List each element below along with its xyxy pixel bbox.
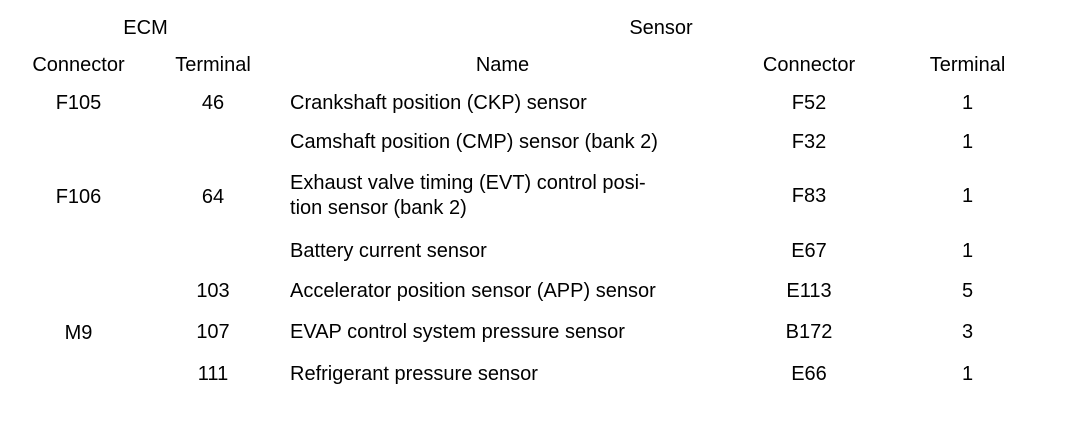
sensor-connector-cell: F32 [791, 130, 827, 153]
ecm-terminal-cell: 64 [201, 185, 225, 208]
table-row: F105 46 Crankshaft position (CKP) sensor… [11, 84, 1042, 123]
sensor-terminal-cell: 1 [961, 363, 974, 385]
sensor-group-header: Sensor [629, 16, 693, 39]
ecm-connector-cell: F106 [55, 185, 102, 208]
sensor-connector-cell: E66 [791, 363, 827, 385]
ecm-terminal-cell: 103 [196, 279, 230, 302]
col-header-ecm-connector: Connector [32, 53, 125, 76]
sensor-name-cell: Accelerator position sensor (APP) sensor [290, 279, 656, 302]
table-row: F106 64 Camshaft position (CMP) sensor (… [11, 123, 1042, 208]
sensor-terminal-cell: 3 [961, 320, 974, 343]
sensor-connector-cell: F52 [791, 92, 827, 114]
sensor-name-cell: EVAP control system pressure sensor [290, 320, 625, 343]
sensor-terminal-cell: 1 [961, 130, 974, 153]
column-header-row: Connector Terminal Name Connector Termin… [11, 46, 1042, 84]
col-header-ecm-terminal: Terminal [175, 53, 251, 76]
group-header-row: ECM Sensor [11, 10, 1042, 46]
col-header-name: Name [475, 53, 530, 76]
ecm-terminal-cell: 107 [196, 320, 230, 343]
sensor-terminal-cell: 5 [961, 279, 974, 302]
sensor-terminal-cell: 1 [961, 92, 974, 114]
sensor-name-cell: Exhaust valve timing (EVT) control posi-… [290, 172, 646, 219]
sensor-connector-cell: E67 [791, 239, 827, 262]
sensor-connector-cell: B172 [785, 320, 833, 343]
sensor-terminal-cell: 1 [961, 184, 974, 207]
table-row: 111 Refrigerant pressure sensor E66 1 [11, 353, 1042, 396]
table-row: Exhaust valve timing (EVT) control posi-… [11, 161, 1042, 231]
col-header-sensor-terminal: Terminal [929, 53, 1006, 76]
ecm-connector-cell: F105 [55, 92, 102, 114]
sensor-connector-cell: E113 [786, 279, 832, 302]
table-row: Battery current sensor E67 1 [11, 231, 1042, 271]
sensor-connector-cell: F83 [791, 184, 827, 207]
sensor-terminal-cell: 1 [961, 239, 974, 262]
table-row: 107 EVAP control system pressure sensor … [11, 311, 1042, 353]
ecm-connector-cell: M9 [64, 322, 93, 344]
sensor-name-cell: Crankshaft position (CKP) sensor [290, 92, 587, 114]
ecm-group-header: ECM [123, 16, 168, 39]
col-header-sensor-connector: Connector [762, 53, 856, 76]
ecm-terminal-cell: 46 [201, 92, 225, 114]
ecm-sensor-reference-table: ECM Sensor Connector Terminal Name Conne… [11, 10, 1042, 396]
ecm-terminal-cell: 111 [197, 363, 229, 385]
table-row: M9 103 Accelerator position sensor (APP)… [11, 271, 1042, 345]
sensor-name-cell: Battery current sensor [290, 239, 487, 262]
sensor-name-cell: Refrigerant pressure sensor [290, 363, 538, 385]
sensor-name-cell: Camshaft position (CMP) sensor (bank 2) [290, 130, 658, 153]
